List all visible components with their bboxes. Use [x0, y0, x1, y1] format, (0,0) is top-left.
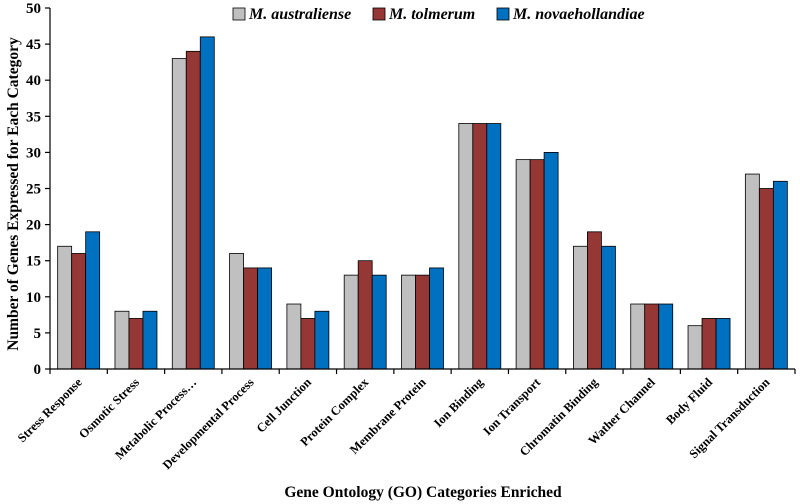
bar — [142, 310, 158, 370]
bar — [630, 303, 646, 370]
legend-swatch — [232, 7, 246, 21]
bar — [587, 231, 602, 370]
legend: M. australiense M. tolmerum M. novaehollan… — [232, 6, 645, 23]
bar — [715, 318, 731, 370]
x-tick-label: Ion Transport — [480, 375, 543, 438]
bar — [687, 325, 703, 370]
x-tick-label: Cell Junction — [254, 375, 314, 435]
y-tick-label: 25 — [26, 182, 41, 198]
bar — [114, 310, 130, 370]
bar — [458, 123, 474, 370]
bars — [57, 36, 788, 370]
bar — [85, 231, 101, 370]
bar — [515, 159, 531, 370]
bar — [57, 245, 73, 370]
bar — [644, 303, 660, 370]
bar — [601, 245, 616, 370]
bar — [357, 260, 373, 370]
bar — [199, 36, 215, 370]
x-tick-label: Body Fluid — [663, 375, 715, 427]
legend-entry: M. australiense — [248, 6, 351, 23]
y-tick-label: 45 — [26, 37, 41, 53]
bar — [300, 318, 316, 370]
bar — [243, 267, 258, 370]
x-axis-title: Gene Ontology (GO) Categories Enriched — [284, 484, 562, 501]
bar — [529, 159, 545, 370]
y-tick-label: 5 — [34, 326, 42, 342]
legend-entry: M. novaehollandiae — [512, 6, 645, 23]
bar — [286, 303, 302, 370]
x-tick-label: Ion Binding — [431, 375, 486, 430]
bar — [71, 253, 87, 370]
bar — [472, 123, 488, 370]
bar — [573, 245, 588, 370]
bar — [229, 253, 244, 370]
legend-swatch — [372, 7, 386, 21]
y-tick-label: 35 — [26, 109, 41, 125]
bar — [543, 151, 559, 370]
y-tick-label: 30 — [26, 145, 41, 161]
bar — [185, 50, 201, 370]
bar — [371, 274, 387, 370]
bar — [343, 274, 359, 370]
bar — [429, 267, 444, 370]
y-tick-label: 15 — [26, 254, 41, 270]
bar — [701, 318, 717, 370]
bar — [171, 58, 187, 370]
y-tick-label: 10 — [26, 290, 41, 306]
y-tick-label: 0 — [34, 362, 42, 378]
bar — [758, 188, 774, 370]
bar — [658, 303, 674, 370]
bar — [415, 274, 430, 370]
legend-entry: M. tolmerum — [388, 6, 475, 23]
y-tick-label: 20 — [26, 218, 41, 234]
bar — [128, 318, 144, 370]
bar — [744, 173, 760, 370]
bar — [486, 123, 502, 370]
y-axis-ticks: 0 5 10 15 20 25 30 35 40 45 50 — [26, 1, 50, 378]
bar — [772, 180, 788, 370]
x-tick-label: Stress Response — [15, 375, 85, 445]
y-axis-title: Number of Genes Expressed for Each Categ… — [5, 37, 22, 351]
bar — [401, 274, 416, 370]
bar — [314, 310, 330, 370]
legend-swatch — [496, 7, 510, 21]
bar — [257, 267, 272, 370]
y-tick-label: 40 — [26, 73, 41, 89]
y-tick-label: 50 — [26, 1, 41, 17]
